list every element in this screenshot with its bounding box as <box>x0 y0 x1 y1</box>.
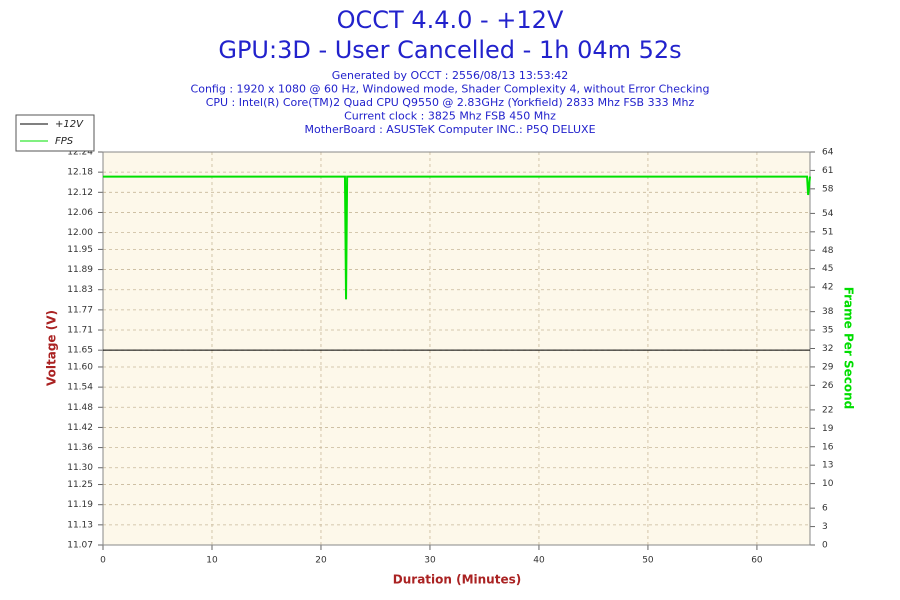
y-tick-label: 12.12 <box>67 188 93 198</box>
y2-tick-label: 54 <box>822 209 834 219</box>
chart-title: OCCT 4.4.0 - +12V <box>337 6 564 34</box>
y2-tick-label: 22 <box>822 405 833 415</box>
y2-tick-label: 13 <box>822 461 833 471</box>
y-tick-label: 11.71 <box>67 326 93 336</box>
info-line: CPU : Intel(R) Core(TM)2 Quad CPU Q9550 … <box>206 96 695 109</box>
x-tick-label: 30 <box>424 556 436 566</box>
y-tick-label: 11.42 <box>67 423 93 433</box>
y-tick-label: 12.24 <box>67 148 93 158</box>
y2-tick-label: 61 <box>822 166 833 176</box>
series-line <box>103 175 811 300</box>
y-tick-label: 11.65 <box>67 346 93 356</box>
y2-tick-label: 35 <box>822 326 833 336</box>
y2-tick-label: 10 <box>822 479 834 489</box>
y-tick-label: 11.95 <box>67 245 93 255</box>
info-line: Generated by OCCT : 2556/08/13 13:53:42 <box>332 69 569 82</box>
chart-subtitle: GPU:3D - User Cancelled - 1h 04m 52s <box>218 36 681 64</box>
y-tick-label: 11.19 <box>67 500 93 510</box>
y-tick-label: 11.36 <box>67 443 93 453</box>
legend-label: +12V <box>55 119 84 130</box>
y-tick-label: 12.18 <box>67 168 93 178</box>
y2-tick-label: 19 <box>822 424 834 434</box>
y-tick-label: 11.25 <box>67 480 93 490</box>
y2-tick-label: 3 <box>822 522 828 532</box>
y2-tick-label: 38 <box>822 307 834 317</box>
y-tick-label: 11.54 <box>67 383 93 393</box>
y2-tick-label: 42 <box>822 283 833 293</box>
y2-tick-label: 16 <box>822 442 834 452</box>
y2-tick-label: 45 <box>822 264 833 274</box>
y2-tick-label: 64 <box>822 148 834 158</box>
y-tick-label: 11.89 <box>67 265 93 275</box>
y-tick-label: 12.06 <box>67 208 93 218</box>
x-tick-label: 10 <box>206 556 218 566</box>
y-tick-label: 11.13 <box>67 520 93 530</box>
info-line: Current clock : 3825 Mhz FSB 450 Mhz <box>344 110 556 123</box>
y2-tick-label: 32 <box>822 344 833 354</box>
y-axis-label: Voltage (V) <box>45 310 59 386</box>
y-tick-label: 12.00 <box>67 228 93 238</box>
y-tick-label: 11.77 <box>67 305 93 315</box>
y2-tick-label: 26 <box>822 381 834 391</box>
plot-area <box>103 152 810 545</box>
x-tick-label: 20 <box>315 556 327 566</box>
y-tick-label: 11.30 <box>67 463 93 473</box>
y2-tick-label: 0 <box>822 541 828 551</box>
y2-tick-label: 51 <box>822 227 833 237</box>
y-tick-label: 11.48 <box>67 403 93 413</box>
x-tick-label: 60 <box>751 556 763 566</box>
legend-label: FPS <box>55 136 74 147</box>
y-tick-label: 11.07 <box>67 541 93 551</box>
y2-tick-label: 48 <box>822 246 834 256</box>
y2-tick-label: 6 <box>822 504 828 514</box>
x-tick-label: 50 <box>642 556 654 566</box>
y2-axis-label: Frame Per Second <box>842 287 856 410</box>
info-line: MotherBoard : ASUSTeK Computer INC.: P5Q… <box>304 123 595 136</box>
y-tick-label: 11.60 <box>67 362 93 372</box>
info-line: Config : 1920 x 1080 @ 60 Hz, Windowed m… <box>191 83 710 96</box>
y2-tick-label: 29 <box>822 362 834 372</box>
y2-tick-label: 58 <box>822 184 834 194</box>
y-tick-label: 11.83 <box>67 285 93 295</box>
plot-border <box>102 151 811 546</box>
x-axis-label: Duration (Minutes) <box>393 573 521 587</box>
x-tick-label: 40 <box>533 556 545 566</box>
legend-box <box>15 114 95 152</box>
x-tick-label: 0 <box>100 556 106 566</box>
